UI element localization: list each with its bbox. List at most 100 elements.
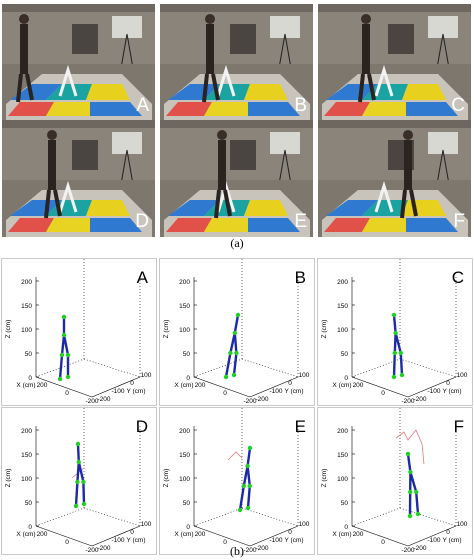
joint-marker (408, 489, 413, 495)
y-tick-label: -200 (413, 545, 426, 552)
frame-letter: B (294, 95, 307, 116)
axes-box (351, 408, 457, 547)
y-tick-label: 100 (457, 372, 468, 379)
y-tick-label: -200 (97, 545, 110, 552)
z-tick-label: 0 (344, 375, 348, 382)
z-tick-label: 150 (337, 452, 348, 459)
y-tick-label: -100 (269, 537, 282, 544)
z-tick-label: 200 (337, 279, 348, 286)
x-tick-label: -200 (243, 398, 256, 405)
plot-letter: F (454, 417, 464, 436)
z-tick-label: 0 (28, 524, 32, 531)
x-tick-label: -200 (243, 547, 256, 554)
y-tick-label: -100 (427, 388, 440, 395)
z-axis-label: Z (cm) (321, 469, 328, 488)
y-tick-label: 100 (299, 521, 310, 528)
photo-scene (160, 4, 313, 121)
photo-scene (160, 120, 313, 237)
skeleton (406, 452, 420, 518)
z-tick-label: 150 (21, 452, 32, 459)
joint-marker (73, 503, 79, 509)
z-tick-label: 50 (183, 351, 191, 358)
joint-marker (391, 374, 397, 380)
y-tick-label: -100 (111, 537, 124, 544)
joint-marker (407, 513, 413, 519)
y-axis-label: Y (cm) (442, 537, 461, 544)
axes-box (193, 259, 299, 398)
x-tick-label: 0 (65, 390, 69, 397)
frame-letter: F (453, 211, 465, 232)
z-axis-label: Z (cm) (5, 469, 12, 488)
joint-marker (231, 372, 237, 378)
plot-letter: B (295, 268, 306, 287)
frame-letter: E (294, 211, 307, 232)
z-axis-label: Z (cm) (5, 320, 12, 339)
y-tick-label: 0 (446, 380, 450, 387)
joint-marker (81, 501, 87, 507)
z-axis-label: Z (cm) (321, 320, 328, 339)
joint-marker (75, 441, 81, 447)
x-axis-label: X (cm) (174, 531, 193, 538)
x-tick-label: 200 (195, 382, 206, 389)
z-tick-label: 150 (21, 303, 32, 310)
skeleton-plot-e: 200 150 100 50 0 Z (cm) 200 0 -200 X (cm) -200 -100… (159, 407, 315, 555)
video-frame-f: F (318, 120, 471, 237)
joint-marker (245, 463, 250, 469)
joint-marker (61, 332, 67, 338)
head-trace (395, 429, 425, 465)
axes-box (193, 408, 299, 547)
z-tick-label: 200 (179, 428, 190, 435)
x-tick-label: 0 (381, 539, 385, 546)
joint-marker (223, 374, 229, 380)
plot-letter: A (137, 268, 149, 287)
joint-marker (61, 314, 67, 320)
z-tick-label: 50 (183, 500, 191, 507)
z-tick-label: 200 (21, 428, 32, 435)
video-frame-d: D (2, 120, 155, 237)
z-tick-label: 0 (186, 375, 190, 382)
z-tick-label: 0 (344, 524, 348, 531)
x-tick-label: 200 (353, 531, 364, 538)
z-tick-label: 100 (179, 327, 190, 334)
caption-a: (a) (230, 236, 244, 250)
y-tick-label: -100 (269, 388, 282, 395)
z-tick-label: 0 (28, 375, 32, 382)
plot-letter: D (136, 417, 148, 436)
skeleton-plot-a: 200 150 100 50 0 Z (cm) 200 0 -200 X (cm) -200 -100… (1, 258, 157, 406)
z-tick-label: 50 (25, 500, 33, 507)
x-tick-label: -200 (85, 398, 98, 405)
x-axis-label: X (cm) (174, 382, 193, 389)
skeleton-plot-f: 200 150 100 50 0 Z (cm) 200 0 -200 X (cm) -200 -100… (317, 407, 473, 555)
x-tick-label: 0 (381, 390, 385, 397)
y-tick-label: -200 (255, 545, 268, 552)
y-tick-label: -200 (97, 396, 110, 403)
frame-letter: C (451, 95, 465, 116)
y-tick-label: 100 (141, 521, 152, 528)
y-axis-label: Y (cm) (284, 537, 303, 544)
joint-marker (234, 350, 239, 356)
z-tick-label: 100 (21, 476, 32, 483)
x-tick-label: 200 (353, 382, 364, 389)
joint-marker (392, 350, 397, 356)
z-tick-label: 200 (179, 279, 190, 286)
z-tick-label: 150 (179, 452, 190, 459)
z-tick-label: 100 (21, 327, 32, 334)
x-tick-label: 0 (223, 539, 227, 546)
z-tick-label: 100 (337, 327, 348, 334)
x-tick-label: 200 (37, 382, 48, 389)
joint-marker (247, 445, 253, 451)
video-frame-b: B (160, 4, 313, 121)
y-axis-label: Y (cm) (284, 388, 303, 395)
joint-marker (245, 505, 251, 511)
z-tick-label: 150 (179, 303, 190, 310)
joint-marker (65, 352, 71, 358)
x-tick-label: 0 (65, 539, 69, 546)
z-tick-label: 100 (179, 476, 190, 483)
x-tick-label: -200 (85, 547, 98, 554)
x-axis-label: X (cm) (332, 531, 351, 538)
skeleton (74, 442, 86, 508)
x-axis-label: X (cm) (16, 382, 35, 389)
z-tick-label: 0 (186, 524, 190, 531)
z-tick-label: 50 (341, 351, 349, 358)
frame-letter: A (136, 95, 149, 116)
